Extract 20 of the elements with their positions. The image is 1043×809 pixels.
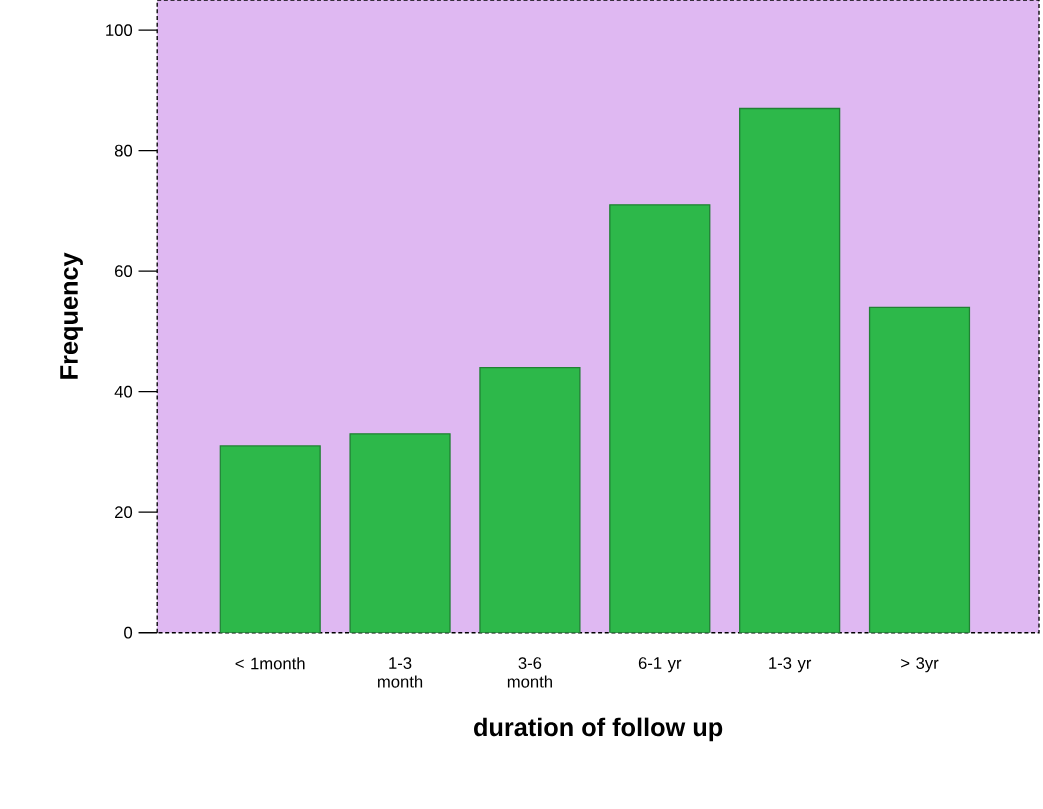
y-tick-label: 20 <box>115 506 133 519</box>
y-tick-label: 100 <box>106 24 133 37</box>
y-axis-title: Frequency <box>60 252 83 379</box>
y-tick-label: 0 <box>124 627 133 639</box>
y-tick-label: 60 <box>115 265 133 278</box>
x-axis-title: duration of follow up <box>474 717 723 742</box>
x-tick-label: > 3yr <box>901 657 939 673</box>
bar <box>479 367 580 633</box>
x-tick-label: 3-6 month <box>507 657 552 688</box>
y-tick-label: 80 <box>114 144 133 157</box>
bar <box>350 434 450 633</box>
bar <box>868 306 971 633</box>
x-tick-label: 6-1 yr <box>638 657 682 673</box>
x-tick-label: < 1month <box>235 657 305 670</box>
x-tick-label: 1-3 month <box>378 657 423 688</box>
bar <box>739 108 840 633</box>
y-tick-label: 40 <box>114 386 133 398</box>
bar <box>609 205 710 633</box>
bar <box>220 446 321 633</box>
x-tick-label: 1-3 yr <box>769 657 812 673</box>
